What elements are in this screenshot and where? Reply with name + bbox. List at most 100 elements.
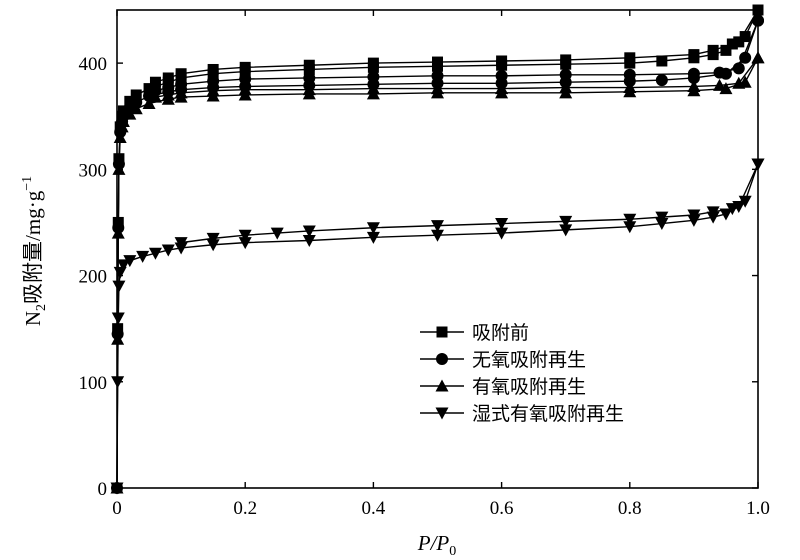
x-axis-title-sub: 0 [449,544,456,559]
data-point [116,115,130,128]
data-point [713,66,726,79]
series-layer [110,4,765,495]
data-point [732,62,745,75]
data-point [559,215,573,228]
y-tick-label: 200 [79,267,108,288]
series-1-desorption-line [155,9,759,83]
data-point [130,89,142,101]
y-tick-label: 300 [79,160,108,181]
data-point [148,90,162,103]
data-point [303,71,316,84]
x-tick-label: 0.2 [233,498,257,519]
series-3 [110,51,765,494]
data-point [495,227,509,240]
data-point [706,206,720,219]
data-point [732,76,746,89]
data-point [111,312,125,325]
data-point [656,55,668,67]
y-axis-title-rest: 吸附量/mg·g [21,190,45,304]
data-point [367,70,380,83]
data-point [738,195,752,208]
data-point [431,220,444,233]
data-point [238,83,252,96]
data-point [560,54,572,66]
data-point [270,227,284,240]
data-point [302,235,316,248]
y-tick-label: 100 [79,373,108,394]
data-point [366,231,380,244]
data-point [207,63,219,75]
data-point [495,69,508,82]
data-point [112,280,126,293]
data-point [713,78,727,91]
data-point [149,76,161,88]
x-axis-title: P/P0 [417,531,457,559]
data-point [123,255,137,268]
data-point [623,213,637,226]
data-point [238,237,252,250]
data-point [136,250,150,263]
data-point [720,44,732,56]
data-point [432,56,443,68]
data-point [719,208,733,221]
y-tick-label: 400 [79,54,108,75]
data-point [495,82,509,95]
data-point [238,229,252,242]
legend-label: 吸附前 [472,322,529,344]
plot-frame [116,9,759,489]
x-tick-label: 0.6 [490,498,514,519]
data-point [206,84,220,97]
data-point [116,259,130,272]
data-point [624,52,636,64]
data-point [174,237,188,250]
legend-label: 无氧吸附再生 [472,349,586,371]
data-point [162,81,175,94]
data-point [129,102,143,115]
data-point [175,68,187,80]
data-point [366,222,380,235]
x-tick-label: 1.0 [746,498,770,519]
legend-marker [436,326,448,338]
data-point [687,79,701,92]
data-point [623,81,637,94]
data-point [111,226,125,239]
data-point [739,31,751,43]
data-point [726,38,738,50]
data-point [495,218,509,231]
y-axis-title: N2吸附量/mg·g−1 [20,176,49,326]
data-point [431,82,444,95]
data-point [303,59,315,71]
y-tick-label: 0 [98,479,108,500]
legend-label: 湿式有氧吸附再生 [472,403,624,425]
legend-label: 有氧吸附再生 [472,376,586,398]
data-point [206,239,220,252]
data-point [559,68,572,81]
data-point [148,247,162,260]
data-point [655,211,669,224]
data-point [143,83,155,95]
data-point [733,36,745,48]
data-point [174,86,188,99]
data-point [162,72,174,84]
y-axis-title-sub: 2 [34,304,49,311]
data-point [124,95,136,107]
series-4-desorption-line [181,163,759,244]
data-point [687,209,701,222]
data-point [719,82,733,95]
legend-marker [436,353,448,365]
data-point [302,83,316,96]
y-axis-title-sup: −1 [20,176,35,191]
data-point [623,68,636,81]
axes-layer: 0 0.2 0.4 0.6 0.8 1.0 0 100 200 300 400 [79,9,770,519]
x-tick-label: 0.8 [618,498,642,519]
data-point [725,203,739,216]
data-point [239,73,252,86]
data-point [431,69,444,82]
legend-marker [435,407,449,420]
y-axis-title-main: N [21,311,45,326]
data-point [239,61,251,73]
data-point [302,225,316,238]
data-point [655,218,669,231]
